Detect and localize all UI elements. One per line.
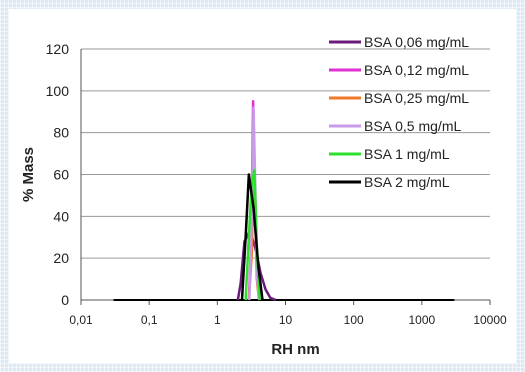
y-tick-label: 100 [46,83,70,99]
legend-layer: BSA 0,06 mg/mL BSA 0,12 mg/mL BSA 0,25 mg/… [329,34,469,190]
chart-svg: 0 20 40 60 80 100 120 0,01 0,1 1 10 100 1000 10000 BS… [20,34,507,358]
y-tick-label: 40 [53,208,69,224]
legend-label: BSA 0,06 mg/mL [364,34,469,50]
legend-label: BSA 0,25 mg/mL [364,90,469,106]
x-tick-label: 0,01 [69,313,93,327]
x-tick-label: 10 [279,313,293,327]
y-tick-label: 120 [46,41,70,57]
y-axis-title: % Mass [20,147,37,202]
x-axis-title: RH nm [271,341,319,358]
x-tick-label: 10000 [473,313,507,327]
y-tick-label: 80 [53,125,69,141]
y-tick-label: 20 [53,250,69,266]
series-layer [113,100,455,302]
legend-label: BSA 0,12 mg/mL [364,62,469,78]
x-tick-label: 1 [214,313,221,327]
x-tick-label: 1000 [408,313,435,327]
legend-label: BSA 1 mg/mL [364,146,450,162]
grid-layer [81,48,490,301]
y-tick-label: 60 [53,167,69,183]
legend-label: BSA 0,5 mg/mL [364,118,461,134]
series-line [240,173,264,301]
y-tick-label: 0 [61,292,69,308]
chart-area: 0 20 40 60 80 100 120 0,01 0,1 1 10 100 1000 10000 BS… [9,9,516,363]
x-tick-label: 100 [344,313,364,327]
axis-layer: 0 20 40 60 80 100 120 0,01 0,1 1 10 100 1000 10000 [46,41,507,327]
x-tick-label: 0,1 [141,313,158,327]
legend-label: BSA 2 mg/mL [364,174,450,190]
